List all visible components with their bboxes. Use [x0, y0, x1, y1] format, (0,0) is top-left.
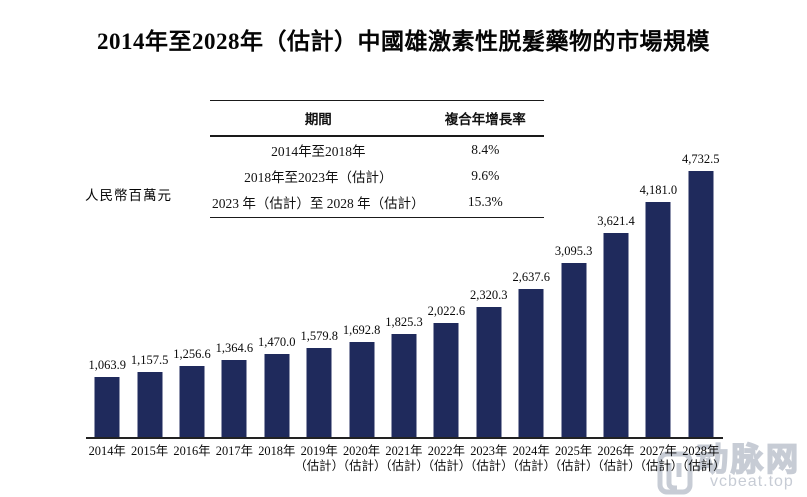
bar-value-label: 1,692.8	[342, 322, 381, 337]
bar-value-label: 4,732.5	[682, 152, 720, 166]
watermark: 动脉网 vcbeat.top	[656, 441, 802, 495]
bar-group: 1,256.6 2016年	[171, 150, 213, 497]
bar-value-label: 2,022.6	[427, 304, 466, 319]
bar-group: 1,825.3 2021年 （估計）	[379, 150, 429, 497]
cagr-period-cell: 2018年至2023年（估計）	[244, 170, 393, 185]
bar	[688, 171, 714, 437]
x-axis-label: 2017年	[215, 444, 253, 458]
bar-group: 3,621.4 2026年 （估計）	[591, 150, 641, 497]
bar-group: 1,364.6 2017年	[213, 150, 255, 497]
cagr-cagr-cell: 15.3%	[467, 194, 503, 209]
x-axis-label: 2021年 （估計）	[379, 444, 429, 473]
cagr-cagr-cell: 8.4%	[471, 142, 500, 157]
bar-group: 4,732.5 2028年 （估計）	[676, 150, 726, 497]
x-axis-label: 2016年	[173, 444, 211, 458]
bar-group: 1,063.9 2014年	[86, 150, 128, 497]
x-axis-label: 2027年 （估計）	[633, 444, 684, 473]
cagr-table-row: 2018年至2023年（估計） 9.6%	[210, 163, 544, 189]
bar	[349, 341, 375, 437]
watermark-brand-text: 动脉网	[695, 441, 802, 477]
x-axis-label: 2015年	[130, 444, 169, 458]
bar-group: 4,181.0 2027年 （估計）	[634, 150, 684, 497]
cagr-header-period: 期間	[210, 100, 427, 137]
bar	[94, 377, 120, 437]
x-axis-label: 2018年	[258, 444, 296, 458]
x-axis-label: 2014年	[88, 444, 126, 458]
cagr-period-cell: 2023 年（估計）至 2028 年（估計）	[212, 196, 425, 211]
bar	[476, 306, 502, 437]
bar-value-label: 2,320.3	[470, 287, 508, 302]
bar-value-label: 1,063.9	[88, 358, 126, 373]
cagr-period-cell: 2014年至2018年	[271, 144, 366, 159]
cagr-cagr-cell: 9.6%	[471, 168, 500, 183]
bar	[221, 360, 247, 437]
vcbeat-logo-icon	[657, 451, 693, 495]
bar	[306, 348, 332, 437]
bar-chart: 1,063.9 2014年 1,157.5 2015年 1,256.6 2016年 1,36…	[86, 150, 726, 497]
bar	[603, 233, 629, 437]
bar	[561, 263, 587, 437]
bar-group: 2,320.3 2023年 （估計）	[464, 150, 514, 497]
bar	[179, 366, 205, 437]
cagr-table-row: 2014年至2018年 8.4%	[210, 136, 544, 163]
bar-group: 1,579.8 2019年 （估計）	[294, 150, 344, 497]
watermark-url-text: vcbeat.top	[710, 473, 794, 490]
bar-value-label: 1,256.6	[173, 347, 211, 362]
cagr-table: 期間 複合年增長率 2014年至2018年 8.4% 2018年至2023年（估計）…	[210, 100, 544, 218]
bar	[518, 288, 544, 437]
chart-title: 2014年至2028年（估計）中國雄激素性脱髮藥物的市場規模	[97, 29, 710, 54]
bar-value-label: 1,364.6	[215, 341, 254, 356]
bar-group: 1,157.5 2015年	[128, 150, 170, 497]
bar-value-label: 3,621.4	[597, 214, 635, 229]
cagr-header-rate: 複合年增長率	[426, 100, 544, 137]
x-axis-label: 2022年 （估計）	[421, 444, 472, 473]
x-axis-label: 2028年 （估計）	[676, 444, 726, 473]
x-axis-line	[86, 437, 723, 439]
bar	[645, 202, 671, 437]
bar-value-label: 1,157.5	[130, 352, 169, 367]
x-axis-label: 2023年 （估計）	[464, 444, 514, 473]
bar	[391, 334, 417, 437]
bar-group: 1,470.0 2018年	[256, 150, 298, 497]
x-axis-label: 2026年 （估計）	[591, 444, 641, 473]
bar-group: 2,022.6 2022年 （估計）	[422, 150, 472, 497]
bar	[264, 354, 290, 437]
bar-value-label: 1,825.3	[385, 315, 423, 330]
y-axis-label: 人民幣百萬元	[85, 188, 172, 203]
bar-value-label: 2,637.6	[512, 269, 550, 284]
bar-value-label: 4,181.0	[639, 183, 678, 197]
bar-group: 1,692.8 2020年 （估計）	[337, 150, 387, 497]
cagr-table-row: 2023 年（估計）至 2028 年（估計） 15.3%	[210, 189, 544, 218]
x-axis-label: 2019年 （估計）	[294, 444, 344, 473]
bar-group: 3,095.3 2025年 （估計）	[549, 150, 599, 497]
bar-value-label: 1,470.0	[258, 335, 296, 350]
bar-group: 2,637.6 2024年 （估計）	[506, 150, 556, 497]
bar-value-label: 1,579.8	[300, 329, 338, 344]
bar	[433, 323, 459, 437]
bar-value-label: 3,095.3	[554, 244, 593, 259]
bar	[137, 371, 163, 437]
x-axis-label: 2020年 （估計）	[336, 444, 387, 473]
x-axis-label: 2024年 （估計）	[506, 444, 556, 473]
cagr-table-header-row: 期間 複合年增長率	[210, 100, 544, 137]
x-axis-label: 2025年 （估計）	[548, 444, 599, 473]
